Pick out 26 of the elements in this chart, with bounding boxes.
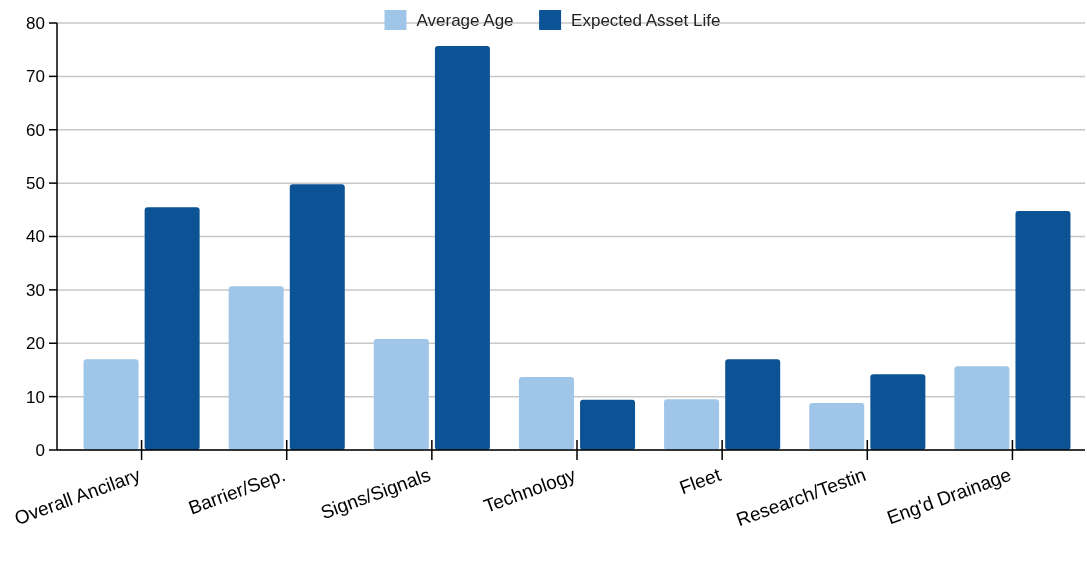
bar xyxy=(725,359,781,450)
y-tick-label: 50 xyxy=(26,174,45,194)
y-tick-label: 10 xyxy=(26,387,45,407)
bar xyxy=(664,399,720,450)
y-tick-label: 60 xyxy=(26,120,45,140)
bar xyxy=(518,376,574,450)
bar xyxy=(434,45,490,450)
x-tick-label: Fleet xyxy=(676,463,725,499)
bar xyxy=(809,403,865,450)
bar xyxy=(373,338,429,450)
legend-label: Expected Asset Life xyxy=(571,10,721,30)
bar xyxy=(228,286,284,450)
y-tick-label: 0 xyxy=(35,440,45,460)
bar xyxy=(580,399,636,450)
bar xyxy=(1015,210,1071,450)
y-tick-label: 20 xyxy=(26,334,45,354)
y-tick-label: 80 xyxy=(26,13,45,33)
bar xyxy=(870,374,926,450)
bar xyxy=(83,359,139,450)
bar xyxy=(289,184,345,450)
y-tick-label: 70 xyxy=(26,67,45,87)
bar xyxy=(144,207,200,450)
y-tick-label: 40 xyxy=(26,227,45,247)
bar xyxy=(954,366,1010,450)
legend-label: Average Age xyxy=(416,10,514,30)
y-tick-label: 30 xyxy=(26,280,45,300)
